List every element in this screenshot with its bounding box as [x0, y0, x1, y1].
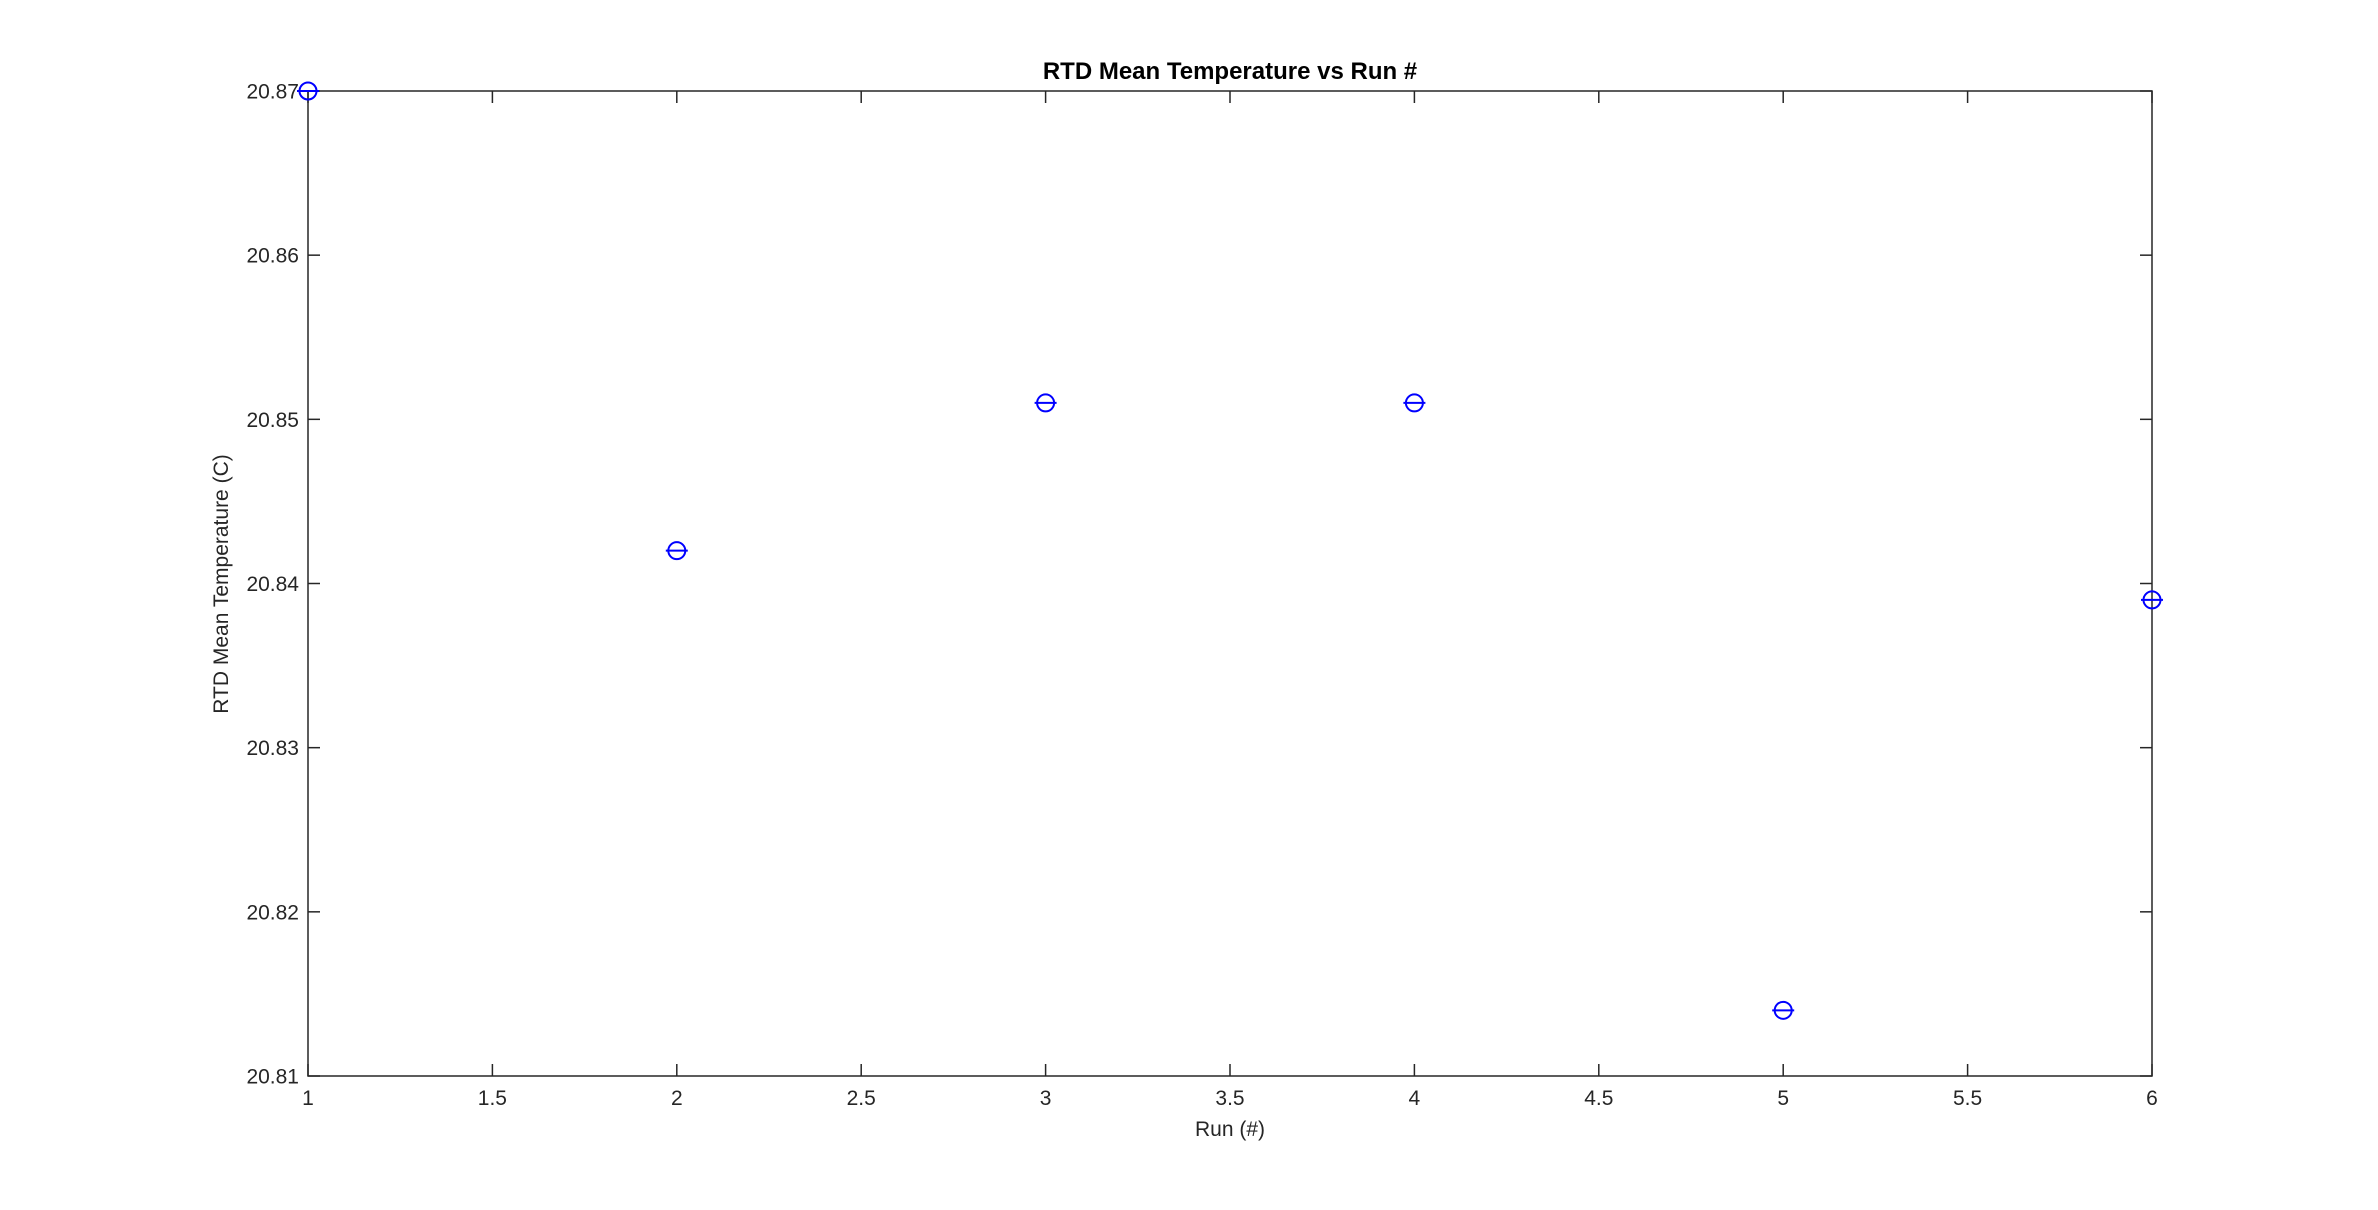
x-tick-label: 4	[1409, 1087, 1421, 1110]
y-tick-label: 20.87	[246, 81, 299, 104]
y-axis-tick-labels: 20.81 20.82 20.83 20.84 20.85 20.86 20.87	[246, 81, 299, 1089]
x-axis-ticks	[307, 91, 2153, 1076]
x-tick-label: 1.5	[478, 1087, 507, 1110]
chart-title: RTD Mean Temperature vs Run #	[1043, 58, 1417, 85]
y-tick-label: 20.84	[246, 573, 299, 596]
x-tick-label: 2.5	[847, 1087, 876, 1110]
x-axis-label: Run (#)	[1195, 1118, 1265, 1141]
x-tick-label: 5.5	[1953, 1087, 1982, 1110]
x-tick-label: 3	[1040, 1087, 1052, 1110]
x-tick-label: 4.5	[1584, 1087, 1613, 1110]
y-axis-label: RTD Mean Temperature (C)	[210, 454, 233, 713]
x-axis-tick-labels: 1 1.5 2 2.5 3 3.5 4 4.5 5 5.5 6	[302, 1087, 2158, 1110]
x-tick-label: 1	[302, 1087, 314, 1110]
data-point-marker	[2142, 590, 2162, 610]
y-tick-label: 20.86	[246, 245, 299, 268]
x-tick-label: 3.5	[1215, 1087, 1244, 1110]
x-tick-label: 6	[2146, 1087, 2158, 1110]
x-tick-label: 5	[1777, 1087, 1789, 1110]
plot-box-border	[307, 90, 2153, 1077]
y-tick-label: 20.83	[246, 737, 299, 760]
data-point-marker	[667, 541, 687, 561]
data-series-markers	[297, 81, 2163, 1020]
data-point-marker	[1773, 1000, 1793, 1020]
x-tick-label: 2	[671, 1087, 683, 1110]
data-point-marker	[298, 81, 318, 101]
y-tick-label: 20.82	[246, 901, 299, 924]
data-point-marker	[1036, 393, 1056, 413]
y-tick-label: 20.81	[246, 1066, 299, 1089]
data-point-marker	[1404, 393, 1424, 413]
y-axis-ticks	[308, 90, 2152, 1077]
y-tick-label: 20.85	[246, 409, 299, 432]
